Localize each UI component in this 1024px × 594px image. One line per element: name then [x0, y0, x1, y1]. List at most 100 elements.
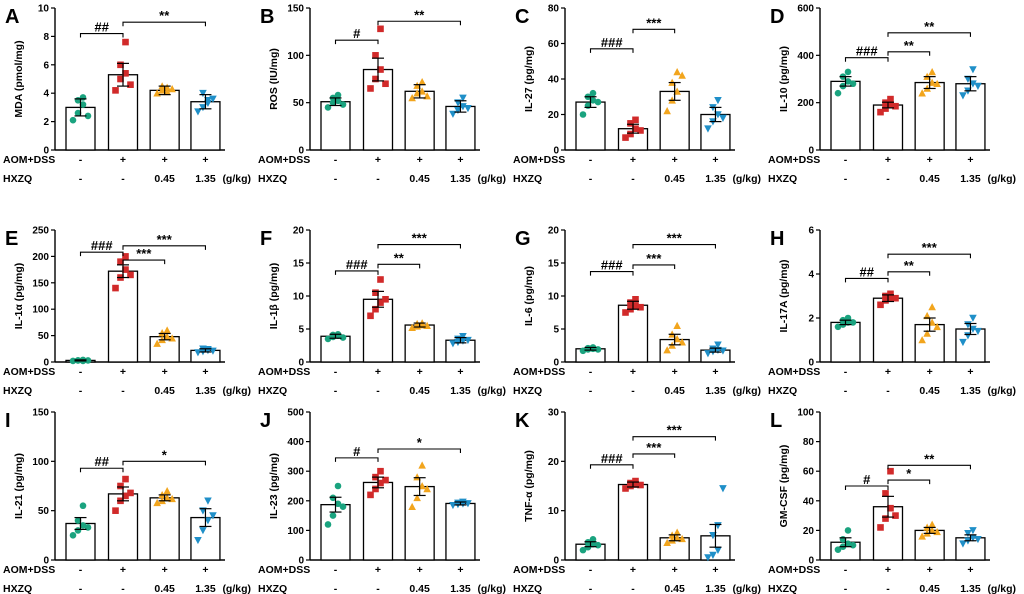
condition-value: 0.45 — [919, 385, 940, 397]
data-point — [334, 482, 342, 490]
y-axis-label: IL-1β (pg/mg) — [268, 263, 280, 329]
y-axis-label: TNF-α (pg/mg) — [523, 450, 535, 522]
data-point — [418, 461, 426, 469]
significance-label: *** — [412, 231, 428, 246]
data-point — [668, 536, 676, 544]
condition-value: + — [927, 154, 933, 166]
data-point — [194, 536, 202, 545]
panel-b: B ROS (IU/mg) 0 50 100 150 # ** AOM+DSS - + + + HXZQ -… — [258, 4, 506, 186]
data-point — [209, 512, 217, 520]
data-point — [887, 294, 894, 302]
condition-label: HXZQ — [513, 583, 542, 594]
y-axis-label: GM-CSF (pg/mg) — [778, 445, 790, 528]
significance-label: ### — [601, 258, 623, 273]
data-point — [887, 95, 894, 103]
data-point — [117, 258, 124, 265]
data-point — [153, 339, 161, 347]
data-point — [709, 551, 717, 559]
condition-unit: (g/kg) — [732, 583, 761, 594]
significance-bracket — [122, 259, 166, 265]
data-point — [834, 89, 842, 97]
data-point — [372, 52, 379, 59]
condition-value: + — [375, 154, 381, 166]
panel-label: G — [515, 228, 531, 250]
data-point — [209, 347, 217, 355]
data-point — [408, 502, 416, 511]
data-point — [844, 68, 852, 76]
condition-value: 0.45 — [409, 385, 430, 397]
panel-label: A — [5, 6, 19, 28]
condition-value: + — [417, 154, 423, 166]
data-point — [579, 347, 587, 355]
condition-value: 1.35 — [195, 385, 216, 397]
condition-label: HXZQ — [513, 173, 542, 185]
significance-bracket — [589, 464, 634, 469]
data-point — [74, 517, 82, 524]
y-tick-label: 15 — [293, 259, 305, 270]
data-point — [844, 78, 852, 85]
data-point — [704, 125, 712, 133]
condition-value: - — [334, 583, 338, 594]
data-point — [719, 347, 727, 355]
condition-label: AOM+DSS — [513, 154, 565, 166]
condition-value: + — [120, 564, 126, 576]
condition-value: - — [376, 173, 380, 185]
bar — [404, 485, 435, 561]
data-point — [372, 289, 379, 296]
condition-value: 1.35 — [960, 583, 981, 594]
data-point — [163, 493, 171, 502]
data-point — [589, 535, 597, 543]
condition-value: 0.45 — [154, 385, 175, 397]
data-point — [408, 94, 416, 102]
panel-a: A MDA (pmol/mg) 0 2 4 6 8 10 ## ** AOM+DSS - + + + HXZQ… — [3, 4, 251, 186]
condition-value: 0.45 — [919, 173, 940, 185]
significance-label: ** — [159, 8, 170, 23]
condition-label: AOM+DSS — [768, 564, 820, 576]
condition-value: 1.35 — [960, 173, 981, 185]
significance-bracket — [632, 243, 716, 249]
data-point — [209, 95, 217, 103]
y-tick-label: 0 — [553, 556, 559, 567]
bar — [149, 89, 180, 151]
data-point — [882, 105, 889, 112]
condition-value: - — [79, 564, 83, 576]
condition-value: + — [162, 154, 168, 166]
significance-label: ** — [924, 451, 935, 466]
significance-label: ### — [346, 257, 368, 272]
data-point — [887, 467, 894, 475]
condition-value: - — [844, 173, 848, 185]
significance-bracket — [887, 253, 971, 259]
condition-value: + — [630, 366, 636, 378]
data-point — [632, 477, 639, 485]
data-point — [637, 127, 644, 134]
condition-label: HXZQ — [768, 385, 797, 397]
condition-unit: (g/kg) — [732, 173, 761, 185]
data-point — [622, 485, 629, 492]
bar — [575, 101, 606, 151]
significance-label: ** — [904, 38, 915, 53]
data-point — [959, 338, 967, 347]
y-tick-label: 0 — [553, 358, 559, 369]
data-point — [377, 25, 384, 33]
condition-unit: (g/kg) — [222, 173, 251, 185]
data-point — [719, 114, 727, 122]
data-point — [637, 303, 644, 311]
data-point — [622, 309, 629, 316]
condition-value: 0.45 — [409, 173, 430, 185]
significance-bracket — [377, 20, 461, 26]
condition-value: + — [120, 366, 126, 378]
data-point — [324, 521, 332, 528]
data-point — [168, 85, 176, 93]
data-point — [69, 116, 77, 124]
y-tick-label: 50 — [38, 506, 50, 517]
condition-value: - — [121, 385, 125, 397]
significance-bracket — [377, 263, 421, 269]
bar — [445, 339, 476, 363]
condition-value: - — [844, 366, 848, 378]
data-point — [627, 299, 634, 306]
y-tick-label: 400 — [797, 51, 814, 62]
data-point — [204, 497, 212, 505]
condition-value: 0.45 — [919, 583, 940, 594]
